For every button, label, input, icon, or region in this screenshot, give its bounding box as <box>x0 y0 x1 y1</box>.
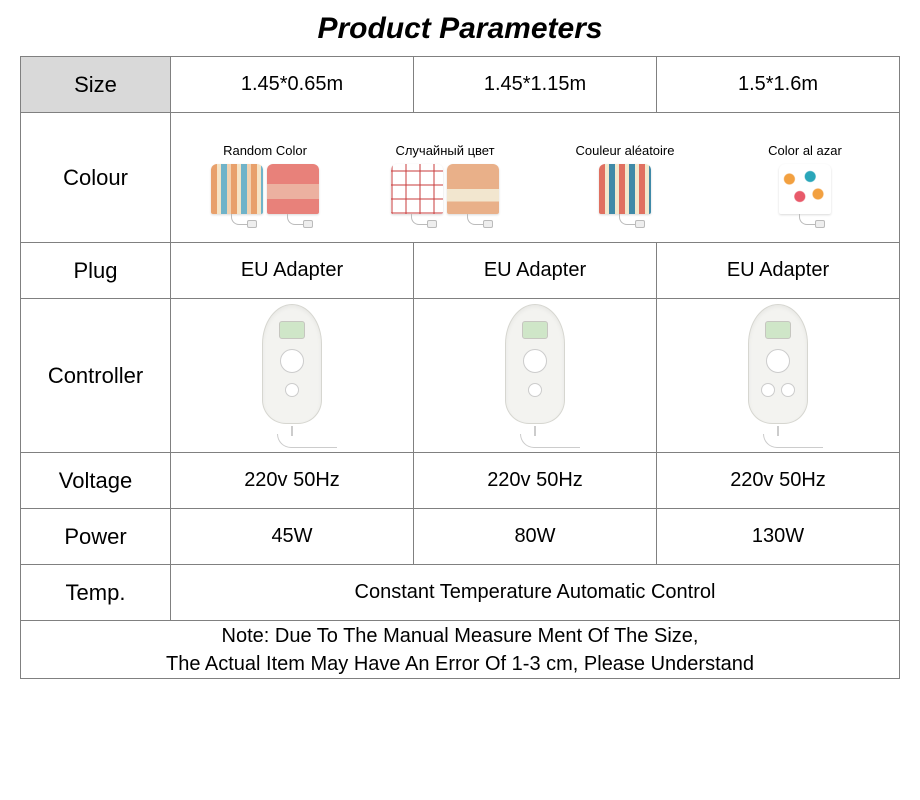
power-col2: 80W <box>414 509 657 565</box>
size-col3: 1.5*1.6m <box>657 57 900 113</box>
swatch-label-fr: Couleur aléatoire <box>535 143 715 158</box>
colour-swatches-cell: Random Color Случайный цвет <box>171 113 900 243</box>
note-line2: The Actual Item May Have An Error Of 1-3… <box>166 653 754 675</box>
blanket-icon <box>599 164 651 214</box>
size-col2: 1.45*1.15m <box>414 57 657 113</box>
row-label-controller: Controller <box>21 299 171 453</box>
plug-col1: EU Adapter <box>171 243 414 299</box>
blanket-icon <box>267 164 319 214</box>
note-line1: Note: Due To The Manual Measure Ment Of … <box>222 625 699 647</box>
plug-col3: EU Adapter <box>657 243 900 299</box>
row-label-power: Power <box>21 509 171 565</box>
row-label-colour: Colour <box>21 113 171 243</box>
row-label-plug: Plug <box>21 243 171 299</box>
blanket-icon <box>391 164 443 214</box>
swatch-group-en: Random Color <box>175 143 355 214</box>
row-label-temp: Temp. <box>21 565 171 621</box>
controller-icon <box>262 304 322 424</box>
swatch-label-es: Color al azar <box>715 143 895 158</box>
blanket-icon <box>447 164 499 214</box>
swatch-label-ru: Случайный цвет <box>355 143 535 158</box>
voltage-col3: 220v 50Hz <box>657 453 900 509</box>
parameters-table: Size 1.45*0.65m 1.45*1.15m 1.5*1.6m Colo… <box>20 56 900 679</box>
power-col3: 130W <box>657 509 900 565</box>
size-col1: 1.45*0.65m <box>171 57 414 113</box>
row-label-voltage: Voltage <box>21 453 171 509</box>
swatch-group-es: Color al azar <box>715 143 895 214</box>
controller-icon <box>748 304 808 424</box>
blanket-icon <box>211 164 263 214</box>
power-col1: 45W <box>171 509 414 565</box>
voltage-col2: 220v 50Hz <box>414 453 657 509</box>
temp-text: Constant Temperature Automatic Control <box>171 565 900 621</box>
swatch-group-ru: Случайный цвет <box>355 143 535 214</box>
controller-icon <box>505 304 565 424</box>
blanket-icon <box>779 164 831 214</box>
row-label-size: Size <box>21 57 171 113</box>
swatch-label-en: Random Color <box>175 143 355 158</box>
swatch-group-fr: Couleur aléatoire <box>535 143 715 214</box>
note-cell: Note: Due To The Manual Measure Ment Of … <box>21 621 900 679</box>
plug-col2: EU Adapter <box>414 243 657 299</box>
page-title: Product Parameters <box>20 0 900 56</box>
controller-col1 <box>171 299 414 453</box>
voltage-col1: 220v 50Hz <box>171 453 414 509</box>
controller-col2 <box>414 299 657 453</box>
controller-col3 <box>657 299 900 453</box>
